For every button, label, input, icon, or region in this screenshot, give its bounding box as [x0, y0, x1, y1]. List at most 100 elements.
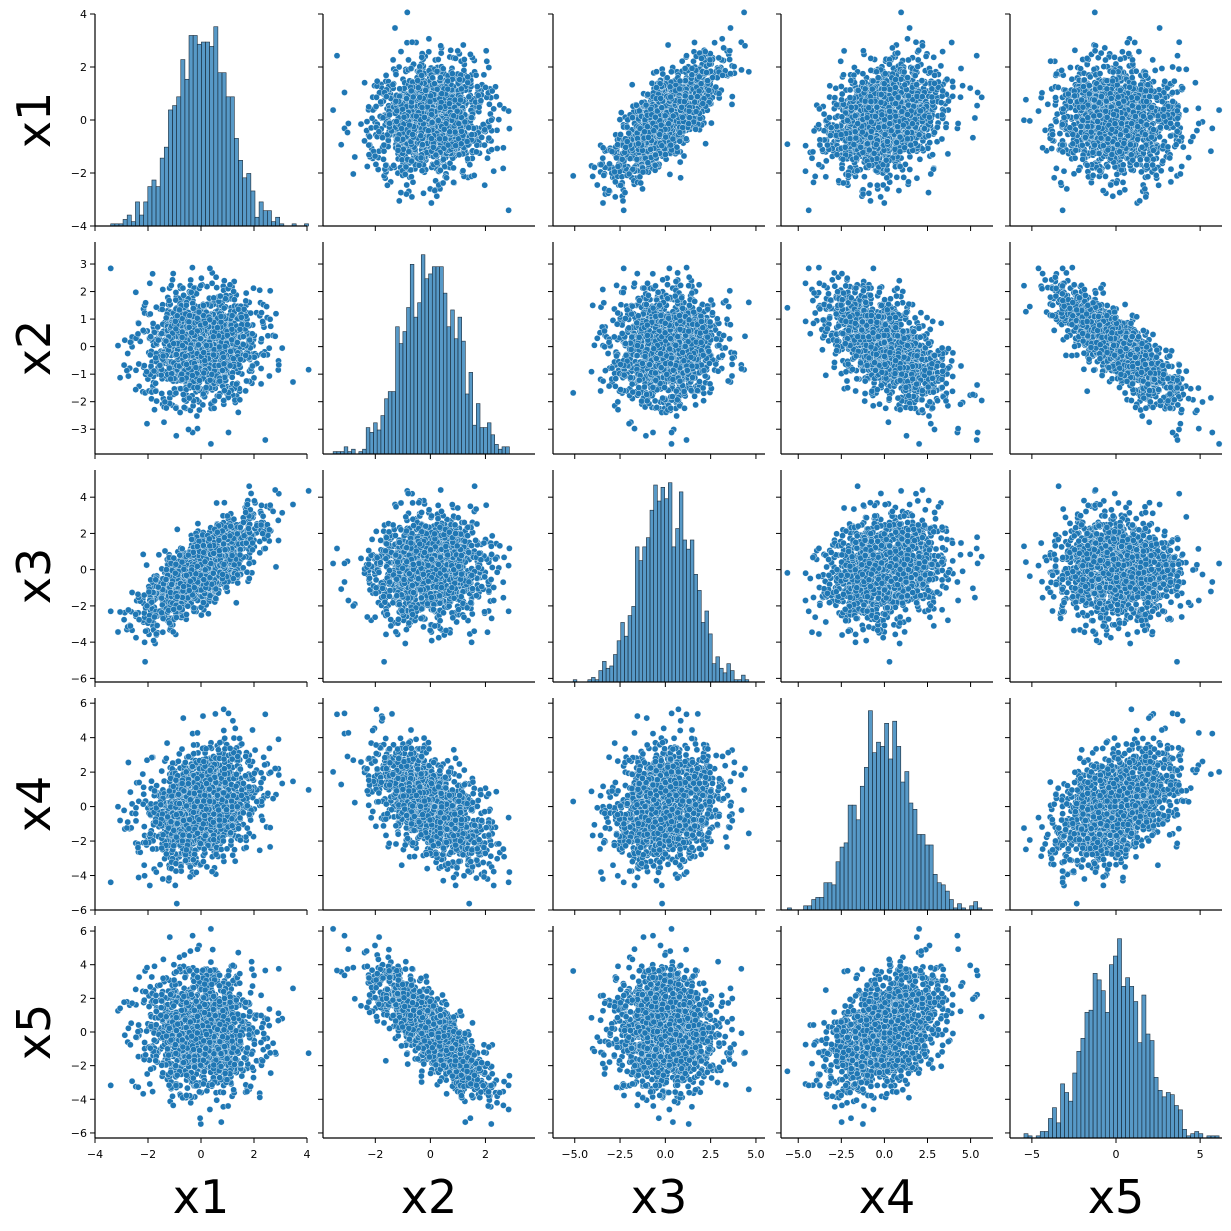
scatter-point	[869, 86, 875, 92]
scatter-point	[826, 115, 832, 121]
scatter-point	[392, 25, 398, 31]
scatter-point	[639, 186, 645, 192]
scatter-point	[478, 98, 484, 104]
scatter-point	[955, 120, 961, 126]
scatter-point	[434, 160, 440, 166]
scatter-point	[925, 133, 931, 139]
scatter-point	[393, 98, 399, 104]
panel-x1-x2	[318, 9, 535, 231]
scatter-point	[621, 207, 627, 213]
scatter-point	[928, 171, 934, 177]
scatter-point	[929, 94, 935, 100]
scatter-point	[854, 168, 860, 174]
scatter-point	[713, 84, 719, 90]
scatter-point	[839, 165, 845, 171]
scatter-point	[913, 39, 919, 45]
hist-bar	[234, 138, 238, 226]
scatter-point	[967, 85, 973, 91]
scatter-point	[456, 121, 462, 127]
scatter-point	[703, 141, 709, 147]
scatter-point	[897, 149, 903, 155]
scatter-point	[409, 194, 415, 200]
hist-bar	[156, 187, 160, 226]
scatter-point	[862, 98, 868, 104]
scatter-point	[707, 57, 713, 63]
scatter-point	[893, 113, 899, 119]
scatter-point	[845, 172, 851, 178]
scatter-point	[624, 138, 630, 144]
scatter-point	[366, 104, 372, 110]
scatter-point	[838, 83, 844, 89]
scatter-point	[686, 108, 692, 114]
scatter-point	[408, 88, 414, 94]
scatter-point	[887, 121, 893, 127]
scatter-point	[462, 119, 468, 125]
scatter-point	[679, 58, 685, 64]
scatter-point	[842, 144, 848, 150]
scatter-point	[662, 113, 668, 119]
scatter-point	[677, 78, 683, 84]
scatter-point	[476, 104, 482, 110]
scatter-point	[419, 142, 425, 148]
scatter-point	[623, 144, 629, 150]
scatter-point	[716, 55, 722, 61]
scatter-point	[855, 87, 861, 93]
scatter-point	[663, 134, 669, 140]
scatter-point	[943, 124, 949, 130]
scatter-point	[929, 86, 935, 92]
scatter-point	[886, 61, 892, 67]
scatter-point	[338, 142, 344, 148]
scatter-point	[677, 130, 683, 136]
hist-bar	[168, 110, 172, 226]
scatter-point	[664, 75, 670, 81]
scatter-point	[619, 156, 625, 162]
scatter-point	[437, 105, 443, 111]
scatter-point	[901, 69, 907, 75]
scatter-point	[708, 120, 714, 126]
scatter-point	[841, 48, 847, 54]
scatter-point	[624, 124, 630, 130]
scatter-point	[812, 173, 818, 179]
scatter-point	[806, 207, 812, 213]
scatter-point	[367, 134, 373, 140]
scatter-point	[506, 108, 512, 114]
scatter-point	[399, 157, 405, 163]
scatter-point	[486, 64, 492, 70]
scatter-point	[473, 149, 479, 155]
scatter-point	[629, 115, 635, 121]
scatter-point	[456, 152, 462, 158]
hist-bar	[189, 35, 193, 226]
scatter-point	[659, 105, 665, 111]
scatter-point	[844, 117, 850, 123]
scatter-point	[629, 82, 635, 88]
scatter-point	[839, 91, 845, 97]
scatter-point	[400, 106, 406, 112]
scatter-point	[431, 81, 437, 87]
scatter-point	[810, 179, 816, 185]
scatter-point	[612, 194, 618, 200]
scatter-point	[927, 140, 933, 146]
scatter-point	[403, 164, 409, 170]
scatter-point	[460, 42, 466, 48]
scatter-point	[496, 117, 502, 123]
scatter-point	[838, 58, 844, 64]
scatter-point	[821, 111, 827, 117]
scatter-point	[1092, 9, 1098, 15]
scatter-point	[438, 50, 444, 56]
scatter-point	[482, 182, 488, 188]
scatter-point	[601, 172, 607, 178]
scatter-point	[974, 103, 980, 109]
scatter-point	[905, 179, 911, 185]
scatter-point	[860, 48, 866, 54]
hist-bar	[222, 73, 226, 226]
scatter-point	[362, 80, 368, 86]
scatter-point	[482, 84, 488, 90]
scatter-point	[939, 136, 945, 142]
scatter-point	[918, 108, 924, 114]
scatter-point	[403, 191, 409, 197]
scatter-point	[682, 65, 688, 71]
y-tick-label: 0	[80, 114, 87, 127]
scatter-point	[729, 101, 735, 107]
scatter-point	[887, 114, 893, 120]
scatter-point	[702, 49, 708, 55]
